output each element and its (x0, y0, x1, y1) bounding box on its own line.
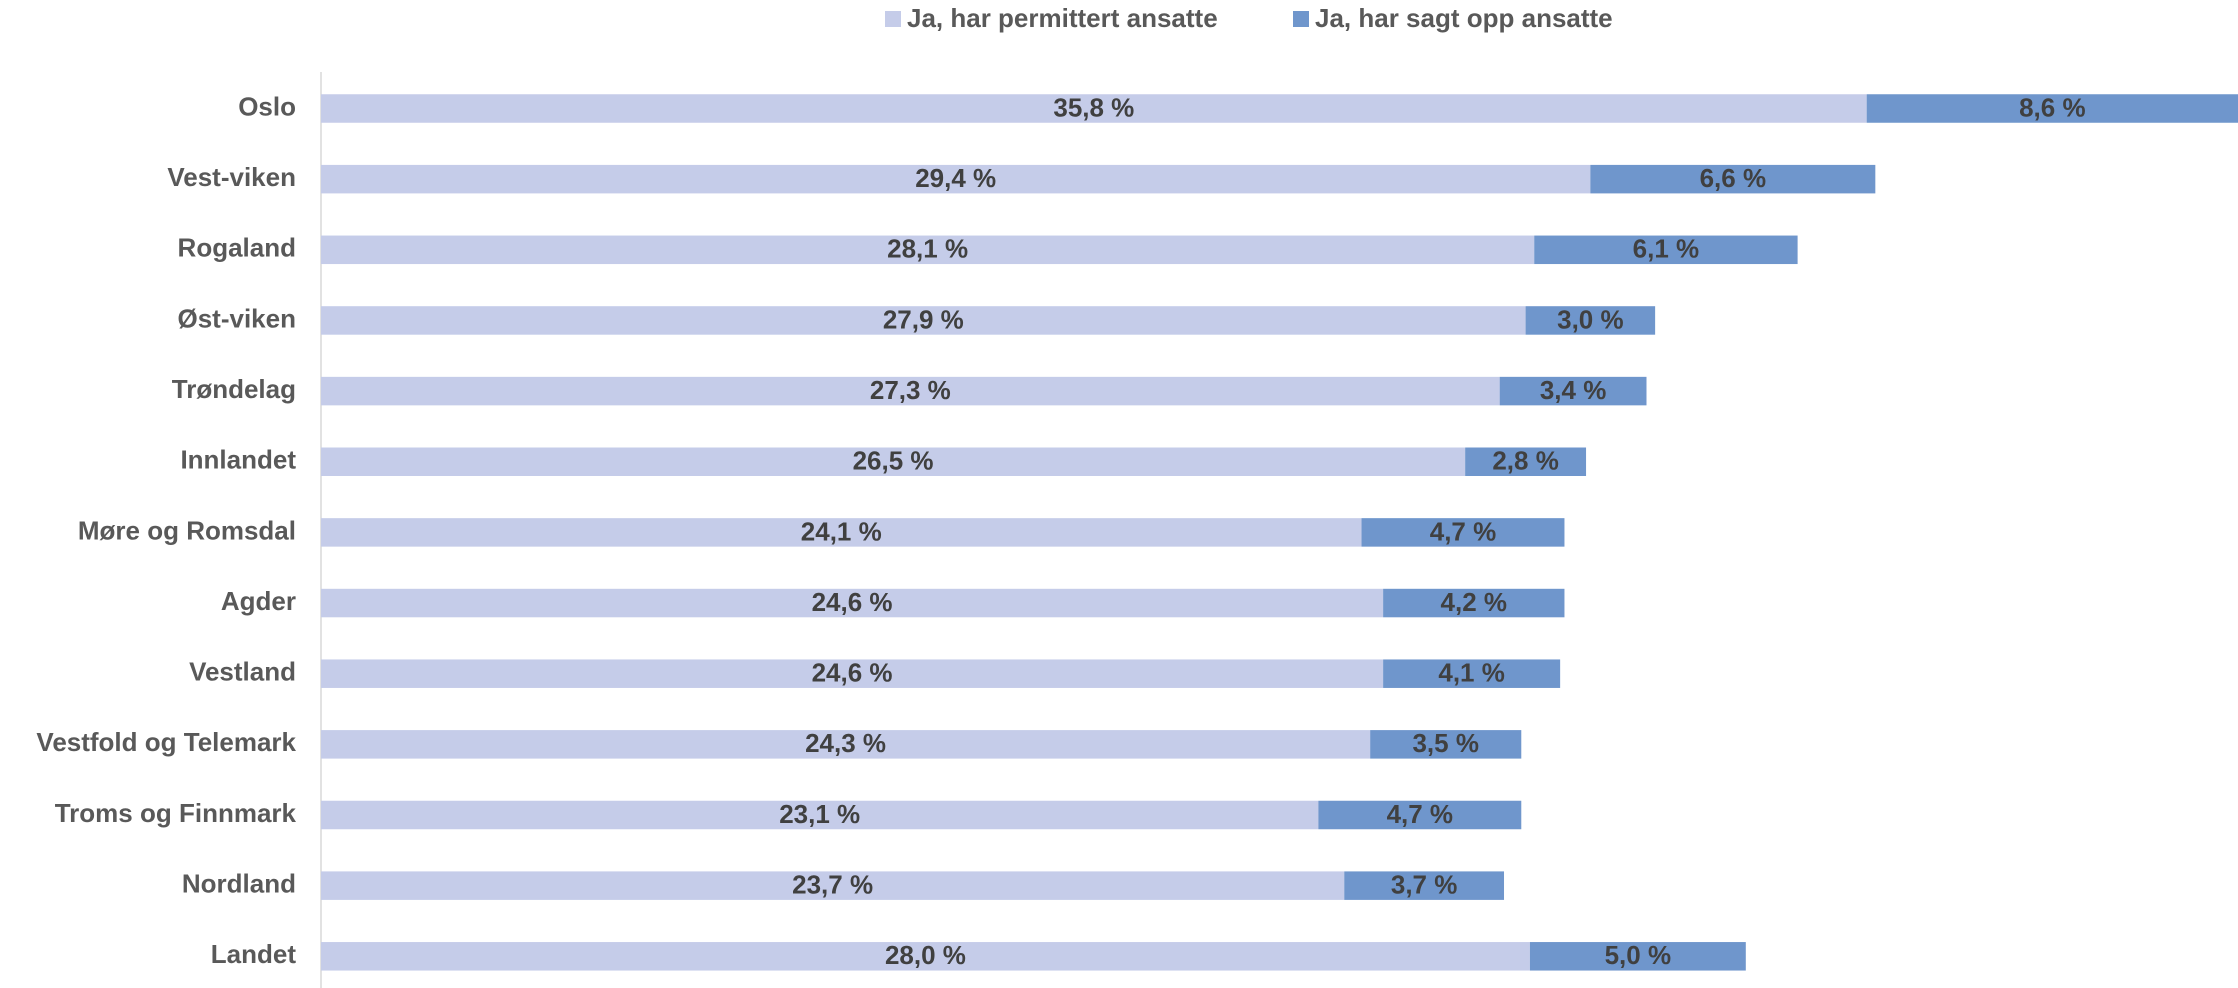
bar-segment (1361, 518, 1565, 547)
bar-segment (321, 800, 1319, 830)
data-label: 24,1 % (801, 516, 882, 546)
data-label: 3,0 % (1557, 304, 1624, 334)
category-label: Øst-viken (178, 303, 297, 333)
data-label: 24,6 % (812, 587, 893, 617)
data-label: 3,4 % (1540, 375, 1607, 405)
category-label: Møre og Romsdal (78, 515, 296, 545)
data-label: 3,5 % (1412, 728, 1479, 758)
bar-segment (1344, 871, 1505, 900)
category-label: Innlandet (180, 445, 296, 475)
bar-segment (321, 94, 1867, 123)
data-label: 29,4 % (915, 163, 996, 193)
bar-segment (321, 518, 1362, 547)
data-label: 4,1 % (1438, 658, 1505, 688)
bar-segment (321, 164, 1591, 194)
data-label: 24,3 % (805, 728, 886, 758)
data-label: 35,8 % (1053, 92, 1134, 122)
legend-swatch (885, 11, 901, 27)
category-label: Oslo (238, 91, 296, 121)
bar-segment (321, 306, 1526, 335)
category-label: Agder (221, 586, 296, 616)
bar-segment (1590, 164, 1876, 194)
legend-label: Ja, har sagt opp ansatte (1315, 3, 1613, 33)
data-label: 5,0 % (1605, 940, 1672, 970)
category-label: Nordland (182, 869, 296, 899)
bar-segment (321, 235, 1535, 265)
bar-segment (321, 942, 1530, 971)
category-label: Landet (211, 939, 297, 969)
data-label: 23,1 % (779, 799, 860, 829)
data-label: 28,0 % (885, 940, 966, 970)
category-label: Vestfold og Telemark (36, 727, 296, 757)
data-label: 28,1 % (887, 234, 968, 264)
data-label: 3,7 % (1391, 870, 1458, 900)
legend-swatch (1293, 11, 1309, 27)
bar-segment (1383, 588, 1565, 618)
data-label: 8,6 % (2019, 92, 2086, 122)
category-label: Vest-viken (167, 162, 296, 192)
bar-segment (321, 871, 1345, 900)
bar-segment (1318, 800, 1522, 830)
bar-segment (321, 659, 1384, 688)
data-label: 27,3 % (870, 375, 951, 405)
category-label: Vestland (189, 657, 296, 687)
bar-segment (321, 730, 1371, 759)
legend-label: Ja, har permittert ansatte (907, 3, 1218, 33)
bar-segment (1383, 659, 1561, 688)
category-label: Trøndelag (172, 374, 296, 404)
data-label: 4,2 % (1441, 587, 1508, 617)
data-label: 6,1 % (1633, 234, 1700, 264)
data-label: 23,7 % (792, 870, 873, 900)
data-label: 4,7 % (1387, 799, 1454, 829)
bar-segment (1529, 942, 1746, 971)
category-label: Rogaland (178, 233, 296, 263)
bar-segment (1534, 235, 1798, 265)
category-label: Troms og Finnmark (55, 798, 297, 828)
bar-segment (1525, 306, 1656, 335)
data-label: 24,6 % (812, 658, 893, 688)
data-label: 26,5 % (853, 446, 934, 476)
bar-segment (321, 376, 1500, 406)
data-label: 6,6 % (1700, 163, 1767, 193)
bar-segment (1465, 447, 1587, 476)
bar-segment (321, 447, 1466, 476)
bar-segment (1866, 94, 2238, 123)
bar-segment (321, 588, 1384, 618)
data-label: 27,9 % (883, 304, 964, 334)
bar-segment (1370, 730, 1522, 759)
data-label: 4,7 % (1430, 516, 1497, 546)
bar-segment (1499, 376, 1647, 406)
data-label: 2,8 % (1492, 446, 1559, 476)
